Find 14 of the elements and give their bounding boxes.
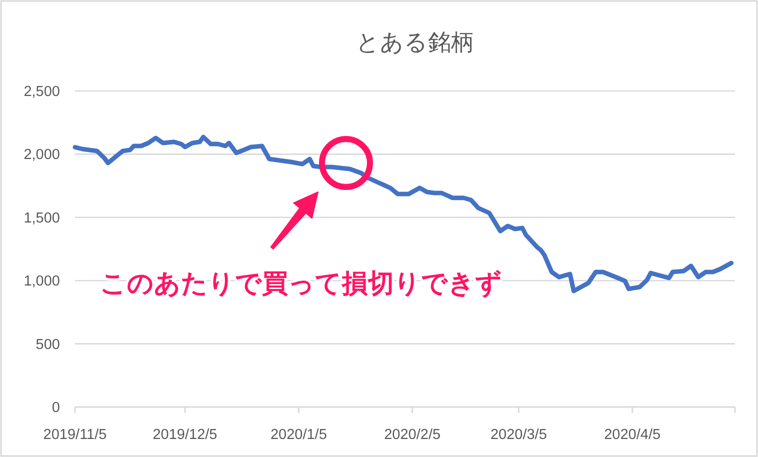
x-tick-label: 2020/4/5: [604, 427, 661, 443]
x-tick-label: 2020/1/5: [270, 427, 327, 443]
y-tick-label: 2,500: [24, 84, 60, 100]
x-tick-label: 2019/11/5: [43, 427, 107, 443]
x-tick-label: 2019/12/5: [152, 427, 218, 443]
y-tick-label: 500: [36, 336, 60, 353]
y-tick-label: 2,000: [24, 147, 60, 164]
x-tick-label: 2020/2/5: [384, 427, 441, 443]
annotation: このあたりで買って損切りできず: [100, 268, 502, 298]
y-tick-label: 1,500: [24, 210, 60, 226]
y-tick-label: 1,000: [24, 274, 60, 290]
y-tick-label: 0: [52, 400, 60, 416]
x-tick-label: 2020/3/5: [490, 427, 547, 443]
chart-title: とある銘柄: [356, 29, 474, 55]
